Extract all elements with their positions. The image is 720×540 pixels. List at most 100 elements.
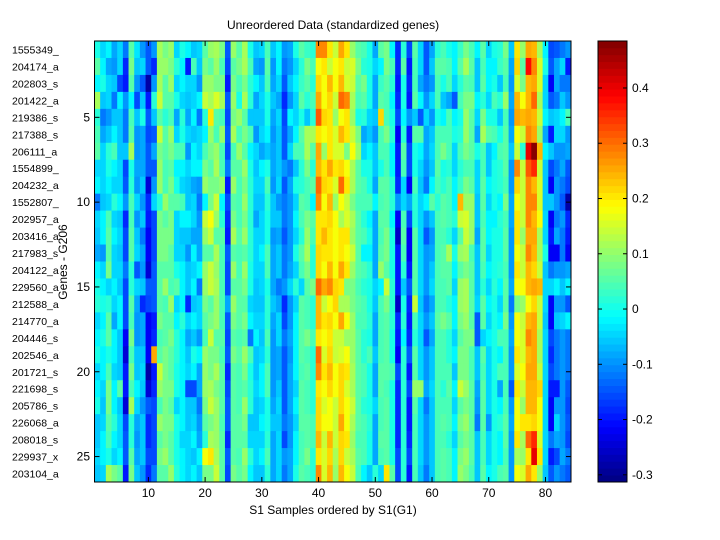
- heatmap-cell: [565, 142, 572, 161]
- heatmap-cell: [440, 74, 447, 93]
- heatmap-cell: [117, 159, 124, 178]
- heatmap-cell: [270, 312, 277, 330]
- heatmap-cell: [332, 176, 339, 195]
- heatmap-cell: [111, 380, 118, 398]
- heatmap-cell: [190, 193, 198, 212]
- heatmap-cell: [542, 261, 549, 279]
- heatmap-cell: [344, 176, 351, 195]
- heatmap-cell: [122, 57, 129, 76]
- heatmap-cell: [156, 397, 163, 415]
- heatmap-cell: [321, 57, 328, 76]
- heatmap-cell: [514, 227, 521, 245]
- heatmap-cell: [151, 261, 158, 279]
- colorbar-swatch: [598, 282, 627, 290]
- heatmap-cell: [321, 227, 328, 245]
- heatmap-cell: [508, 244, 515, 262]
- heatmap-cell: [168, 329, 175, 347]
- heatmap-cell: [429, 465, 436, 483]
- heatmap-cell: [145, 414, 152, 432]
- heatmap-cell: [565, 261, 572, 279]
- heatmap-cell: [395, 397, 402, 415]
- heatmap-cell: [395, 465, 402, 483]
- heatmap-cell: [423, 108, 430, 127]
- heatmap-cell: [344, 380, 351, 398]
- heatmap-cell: [264, 414, 271, 432]
- heatmap-cell: [276, 227, 283, 245]
- heatmap-cell: [173, 91, 180, 110]
- heatmap-cell: [565, 176, 572, 195]
- heatmap-cell: [491, 74, 498, 93]
- heatmap-cell: [338, 244, 345, 262]
- heatmap-cell: [406, 312, 413, 330]
- heatmap-cell: [548, 210, 555, 228]
- heatmap-cell: [315, 397, 322, 415]
- heatmap-cell: [139, 278, 146, 296]
- heatmap-cell: [366, 210, 373, 228]
- heatmap-cell: [344, 41, 351, 59]
- heatmap-cell: [553, 448, 561, 466]
- heatmap-cell: [100, 363, 107, 381]
- heatmap-cell: [247, 176, 254, 195]
- heatmap-cell: [117, 261, 124, 279]
- heatmap-cell: [304, 414, 311, 432]
- heatmap-cell: [451, 108, 458, 127]
- gene-row-label: 229560_a: [12, 282, 59, 294]
- heatmap-cell: [502, 108, 510, 127]
- heatmap-cell: [236, 295, 243, 313]
- heatmap-cell: [406, 227, 413, 245]
- heatmap-cell: [151, 74, 158, 93]
- heatmap-cell: [400, 244, 407, 262]
- heatmap-cell: [349, 397, 356, 415]
- heatmap-cell: [236, 176, 243, 195]
- heatmap-cell: [196, 329, 203, 347]
- heatmap-cell: [531, 329, 538, 347]
- heatmap-cell: [145, 380, 152, 398]
- heatmap-cell: [219, 295, 226, 313]
- heatmap-cell: [480, 108, 487, 127]
- heatmap-cell: [366, 431, 373, 449]
- heatmap-cell: [179, 261, 186, 279]
- heatmap-cell: [151, 380, 158, 398]
- heatmap-cell: [553, 295, 561, 313]
- heatmap-cell: [253, 414, 260, 432]
- heatmap-cell: [519, 312, 527, 330]
- heatmap-cell: [395, 57, 402, 76]
- heatmap-cell: [536, 41, 544, 59]
- heatmap-cell: [179, 41, 186, 59]
- heatmap-cell: [383, 159, 390, 178]
- heatmap-cell: [412, 431, 419, 449]
- heatmap-cell: [400, 346, 407, 364]
- heatmap-cell: [207, 295, 215, 313]
- heatmap-cell: [338, 363, 345, 381]
- heatmap-cell: [406, 448, 413, 466]
- heatmap-cell: [298, 159, 305, 178]
- heatmap-cell: [468, 312, 475, 330]
- heatmap-cell: [315, 108, 322, 127]
- heatmap-cell: [372, 414, 379, 432]
- heatmap-cell: [468, 448, 475, 466]
- heatmap-cell: [508, 108, 515, 127]
- y-tick-label: 20: [77, 365, 91, 379]
- heatmap-cell: [508, 261, 515, 279]
- heatmap-cell: [497, 397, 504, 415]
- heatmap-cell: [395, 363, 402, 381]
- heatmap-cell: [463, 295, 470, 313]
- heatmap-cell: [434, 431, 441, 449]
- heatmap-cell: [259, 448, 266, 466]
- heatmap-cell: [111, 210, 118, 228]
- heatmap-cell: [202, 346, 209, 364]
- heatmap-cell: [185, 74, 192, 93]
- heatmap-cell: [168, 363, 175, 381]
- heatmap-cell: [451, 57, 458, 76]
- heatmap-cell: [463, 227, 470, 245]
- heatmap-cell: [230, 125, 237, 144]
- heatmap-cell: [463, 91, 470, 110]
- heatmap-cell: [219, 74, 226, 93]
- colorbar-swatch: [598, 96, 627, 104]
- heatmap-cell: [241, 176, 249, 195]
- heatmap-cell: [497, 244, 504, 262]
- heatmap-cell: [463, 346, 470, 364]
- heatmap-cell: [259, 397, 266, 415]
- heatmap-cell: [173, 244, 180, 262]
- heatmap-cell: [270, 108, 277, 127]
